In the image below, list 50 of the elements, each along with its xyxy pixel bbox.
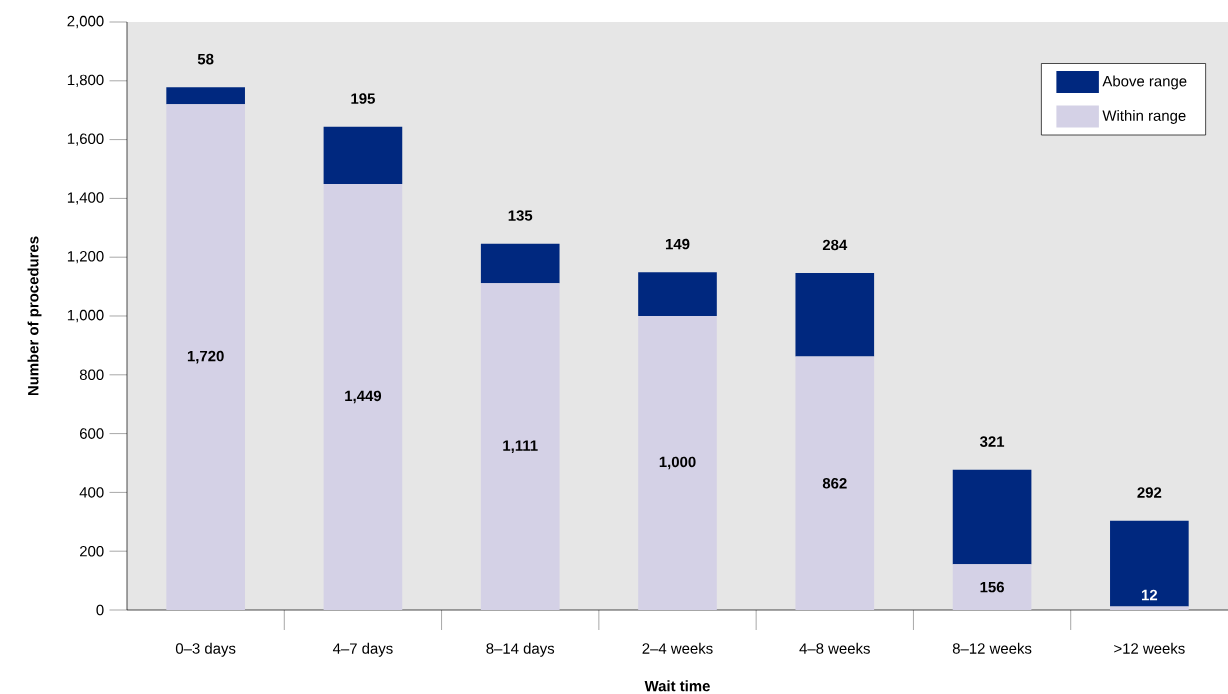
data-label: 149 <box>665 238 690 250</box>
data-label: 321 <box>979 436 1005 447</box>
data-label: 1,449 <box>345 390 382 404</box>
y-tick-label: 200 <box>79 545 104 557</box>
bar <box>638 272 717 316</box>
y-tick-label: 600 <box>80 428 104 439</box>
bar <box>166 87 245 105</box>
x-tick-label: 4–7 days <box>332 642 393 657</box>
x-tick-label: 8–12 weeks <box>952 642 1032 654</box>
data-label: 284 <box>822 239 848 251</box>
y-tick-label: 1,400 <box>67 192 104 205</box>
y-tick-label: 1,000 <box>67 309 104 323</box>
y-tick-label: 1,600 <box>67 133 104 146</box>
y-axis-title: Number of procedures <box>27 236 42 396</box>
y-tick-label: 1,800 <box>67 74 104 87</box>
bar <box>952 564 1032 610</box>
legend-label: Within range <box>1102 109 1186 124</box>
x-tick-label: 4–8 weeks <box>799 642 870 654</box>
data-label: 58 <box>197 53 214 65</box>
bar <box>480 243 560 284</box>
bar <box>795 273 875 357</box>
bar <box>952 469 1032 565</box>
bar <box>323 126 403 184</box>
data-label: 1,111 <box>503 440 538 453</box>
bar <box>480 283 560 610</box>
bar <box>795 356 875 610</box>
data-label: 1,000 <box>659 456 696 470</box>
x-tick-label: >12 weeks <box>1114 642 1185 654</box>
x-tick-label: 0–3 days <box>175 642 236 657</box>
data-label: 195 <box>351 93 375 104</box>
data-label: 12 <box>1141 589 1158 601</box>
y-tick-label: 800 <box>79 369 104 381</box>
data-label: 135 <box>508 210 533 221</box>
data-label: 292 <box>1137 487 1162 498</box>
data-label: 862 <box>822 478 847 489</box>
bar <box>323 184 403 610</box>
legend-label: Above range <box>1102 75 1187 90</box>
bar <box>1110 520 1189 607</box>
y-tick-label: 400 <box>79 487 104 498</box>
y-tick-label: 2,000 <box>67 15 104 29</box>
data-label: 156 <box>980 581 1004 593</box>
x-tick-label: 2–4 weeks <box>642 642 713 654</box>
bar <box>1110 606 1189 610</box>
x-axis-title: Wait time <box>644 680 710 692</box>
y-tick-label: 0 <box>96 604 104 616</box>
y-tick-label: 1,200 <box>67 251 104 264</box>
data-label: 1,720 <box>187 350 224 364</box>
bar <box>166 104 245 610</box>
bar <box>638 316 717 610</box>
x-tick-label: 8–14 days <box>486 642 555 657</box>
